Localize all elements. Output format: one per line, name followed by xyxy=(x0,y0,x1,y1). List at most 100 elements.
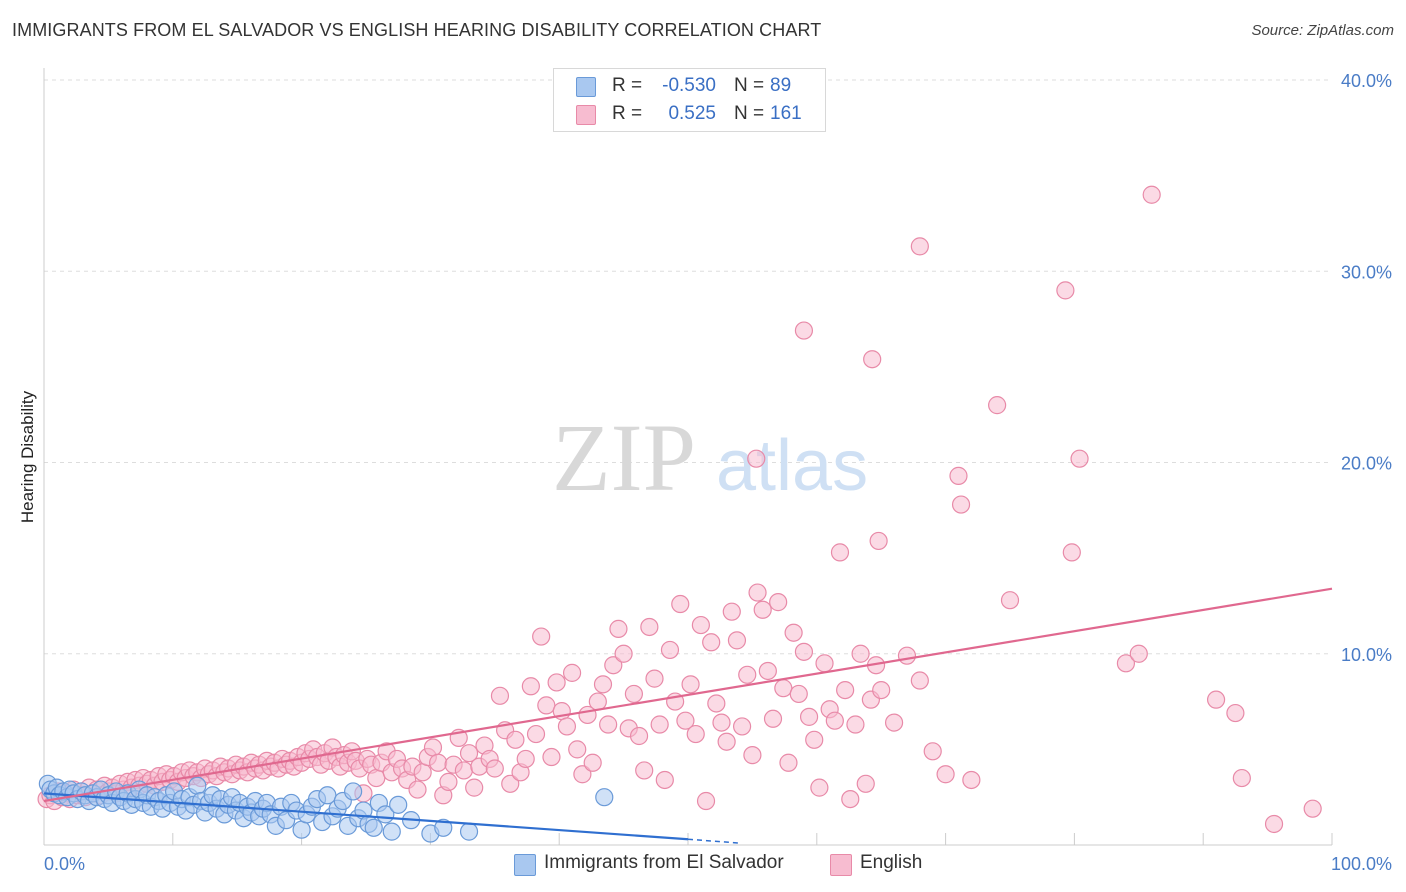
data-point xyxy=(1129,644,1148,663)
data-point xyxy=(389,795,408,814)
data-point xyxy=(604,656,623,675)
data-point xyxy=(624,684,644,704)
data-point xyxy=(459,744,479,763)
y-tick-label: 10.0% xyxy=(1341,645,1392,665)
trend-line-el-salvador-extension xyxy=(687,838,740,844)
data-point xyxy=(344,782,363,801)
legend-r-value: 0.525 xyxy=(668,103,716,124)
data-point xyxy=(794,321,814,340)
data-point xyxy=(557,717,577,736)
data-point xyxy=(583,753,602,772)
legend-n-label: N = xyxy=(734,75,765,96)
data-point xyxy=(537,696,556,715)
data-point xyxy=(863,350,882,369)
data-point xyxy=(691,615,710,635)
chart-source: Source: ZipAtlas.com xyxy=(1251,22,1394,39)
data-point xyxy=(434,818,453,837)
data-point xyxy=(830,543,850,562)
data-point xyxy=(614,644,633,663)
data-point xyxy=(650,715,669,734)
data-point xyxy=(526,724,546,744)
data-point xyxy=(769,593,788,612)
data-point xyxy=(747,449,766,468)
data-point xyxy=(635,761,654,780)
data-point xyxy=(732,717,752,736)
data-point xyxy=(521,677,540,696)
data-point xyxy=(923,742,942,761)
data-point xyxy=(774,679,793,698)
data-point xyxy=(841,789,860,809)
data-point xyxy=(671,594,690,614)
data-point xyxy=(897,646,917,665)
data-point xyxy=(547,673,566,692)
data-point xyxy=(743,746,762,765)
data-point xyxy=(364,818,383,837)
data-point xyxy=(599,715,618,734)
data-point xyxy=(949,466,968,485)
data-point xyxy=(810,778,829,797)
bottom-legend-label-el-salvador: Immigrants from El Salvador xyxy=(544,852,784,873)
y-tick-label: 30.0% xyxy=(1341,262,1392,282)
data-point xyxy=(758,661,777,681)
legend-swatch-english xyxy=(576,105,596,125)
data-point xyxy=(516,749,535,769)
data-point xyxy=(655,770,674,790)
legend-r-value: -0.530 xyxy=(662,75,716,96)
data-point xyxy=(490,686,510,705)
data-point xyxy=(686,724,705,744)
data-point xyxy=(794,642,814,661)
data-point xyxy=(1070,449,1089,468)
data-point xyxy=(869,531,888,551)
data-point xyxy=(1303,799,1322,818)
data-point xyxy=(454,761,473,780)
data-point xyxy=(789,684,808,704)
data-point xyxy=(459,822,479,841)
trend-line-english xyxy=(43,587,1333,803)
data-point xyxy=(872,680,891,700)
data-point xyxy=(1062,543,1081,562)
bottom-legend-label-english: English xyxy=(860,852,923,873)
watermark-zip: ZIP xyxy=(552,404,696,511)
data-point xyxy=(1142,185,1161,204)
data-point xyxy=(429,753,448,772)
data-point xyxy=(640,617,659,637)
data-point xyxy=(1000,591,1020,610)
data-point xyxy=(413,763,432,782)
data-point xyxy=(645,669,664,688)
data-point xyxy=(722,602,741,621)
data-point xyxy=(676,711,695,730)
data-point xyxy=(799,707,819,726)
data-point xyxy=(485,759,504,778)
data-point xyxy=(506,730,525,749)
bottom-legend-swatch-english xyxy=(830,854,852,876)
data-point xyxy=(568,740,587,759)
data-point xyxy=(1056,281,1075,300)
tick-labels: 10.0% 20.0% 30.0% 40.0% 0.0% 100.0% xyxy=(44,71,1392,874)
data-point xyxy=(815,654,834,673)
data-point xyxy=(707,694,726,713)
data-point xyxy=(851,644,870,663)
data-point xyxy=(681,675,700,694)
data-point xyxy=(727,631,747,650)
data-point xyxy=(532,627,551,646)
y-tick-label: 40.0% xyxy=(1341,71,1392,91)
data-point xyxy=(784,623,803,642)
legend-swatch-el-salvador xyxy=(576,77,596,97)
data-point xyxy=(856,774,875,793)
data-point xyxy=(712,713,731,732)
data-point xyxy=(588,692,607,711)
legend: R = -0.530 N = 89 R = 0.525 N = 161 xyxy=(553,68,826,132)
data-point xyxy=(660,640,680,660)
data-point xyxy=(609,619,628,638)
data-point xyxy=(763,709,783,728)
x-tick-label: 100.0% xyxy=(1331,854,1392,874)
data-point xyxy=(1264,814,1284,834)
data-point xyxy=(408,780,427,799)
data-point xyxy=(465,778,484,797)
data-point xyxy=(1232,768,1251,788)
legend-r-label: R = xyxy=(612,75,643,96)
legend-n-value: 89 xyxy=(770,75,792,96)
data-point xyxy=(884,713,904,732)
data-point xyxy=(951,495,971,514)
data-point xyxy=(717,732,736,751)
